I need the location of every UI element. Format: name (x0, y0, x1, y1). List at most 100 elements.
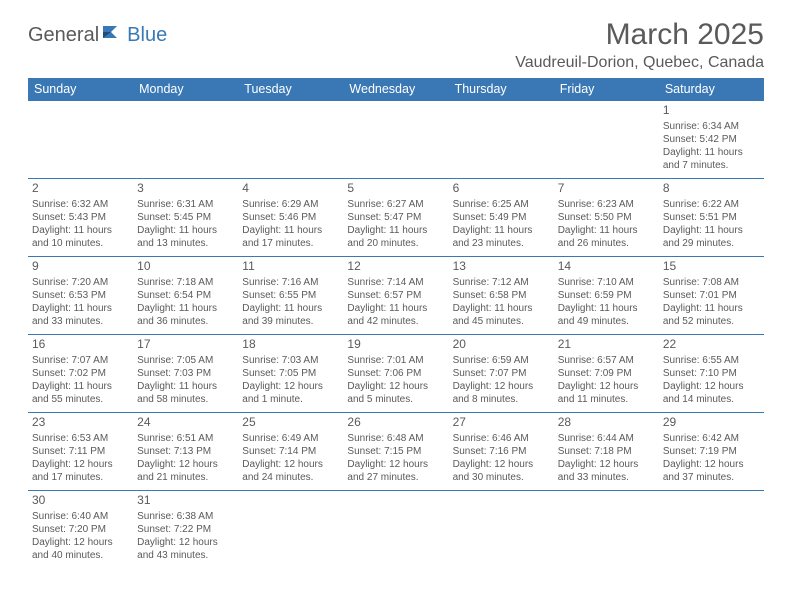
sunrise-text: Sunrise: 6:51 AM (137, 432, 234, 445)
day-number: 21 (558, 337, 655, 353)
daylight-text: Daylight: 12 hours and 5 minutes. (347, 380, 444, 406)
sunrise-text: Sunrise: 6:48 AM (347, 432, 444, 445)
day-cell: 25Sunrise: 6:49 AMSunset: 7:14 PMDayligh… (238, 413, 343, 491)
empty-cell (449, 101, 554, 179)
sunset-text: Sunset: 7:19 PM (663, 445, 760, 458)
title-block: March 2025 Vaudreuil-Dorion, Quebec, Can… (515, 18, 764, 72)
day-number: 30 (32, 493, 129, 509)
sunrise-text: Sunrise: 7:08 AM (663, 276, 760, 289)
day-cell: 19Sunrise: 7:01 AMSunset: 7:06 PMDayligh… (343, 335, 448, 413)
daylight-text: Daylight: 12 hours and 33 minutes. (558, 458, 655, 484)
day-number: 29 (663, 415, 760, 431)
day-number: 14 (558, 259, 655, 275)
day-number: 4 (242, 181, 339, 197)
calendar-row: 9Sunrise: 7:20 AMSunset: 6:53 PMDaylight… (28, 257, 764, 335)
sunset-text: Sunset: 7:06 PM (347, 367, 444, 380)
daylight-text: Daylight: 11 hours and 55 minutes. (32, 380, 129, 406)
day-cell: 8Sunrise: 6:22 AMSunset: 5:51 PMDaylight… (659, 179, 764, 257)
day-number: 1 (663, 103, 760, 119)
sunrise-text: Sunrise: 6:34 AM (663, 120, 760, 133)
day-number: 12 (347, 259, 444, 275)
daylight-text: Daylight: 11 hours and 39 minutes. (242, 302, 339, 328)
day-cell: 16Sunrise: 7:07 AMSunset: 7:02 PMDayligh… (28, 335, 133, 413)
logo-text-general: General (28, 24, 99, 47)
daylight-text: Daylight: 12 hours and 14 minutes. (663, 380, 760, 406)
sunset-text: Sunset: 7:18 PM (558, 445, 655, 458)
day-cell: 21Sunrise: 6:57 AMSunset: 7:09 PMDayligh… (554, 335, 659, 413)
sunrise-text: Sunrise: 6:40 AM (32, 510, 129, 523)
sunset-text: Sunset: 5:42 PM (663, 133, 760, 146)
sunrise-text: Sunrise: 6:57 AM (558, 354, 655, 367)
calendar-row: 16Sunrise: 7:07 AMSunset: 7:02 PMDayligh… (28, 335, 764, 413)
day-header: Friday (554, 78, 659, 101)
sunrise-text: Sunrise: 6:46 AM (453, 432, 550, 445)
empty-cell (554, 101, 659, 179)
day-cell: 26Sunrise: 6:48 AMSunset: 7:15 PMDayligh… (343, 413, 448, 491)
sunrise-text: Sunrise: 6:53 AM (32, 432, 129, 445)
sunrise-text: Sunrise: 6:22 AM (663, 198, 760, 211)
daylight-text: Daylight: 12 hours and 1 minute. (242, 380, 339, 406)
day-number: 27 (453, 415, 550, 431)
logo-text-blue: Blue (127, 24, 167, 47)
daylight-text: Daylight: 12 hours and 27 minutes. (347, 458, 444, 484)
daylight-text: Daylight: 11 hours and 26 minutes. (558, 224, 655, 250)
calendar-row: 2Sunrise: 6:32 AMSunset: 5:43 PMDaylight… (28, 179, 764, 257)
sunset-text: Sunset: 6:55 PM (242, 289, 339, 302)
sunset-text: Sunset: 6:53 PM (32, 289, 129, 302)
sunset-text: Sunset: 6:54 PM (137, 289, 234, 302)
sunset-text: Sunset: 7:16 PM (453, 445, 550, 458)
day-number: 25 (242, 415, 339, 431)
sunrise-text: Sunrise: 6:31 AM (137, 198, 234, 211)
day-number: 15 (663, 259, 760, 275)
sunset-text: Sunset: 7:03 PM (137, 367, 234, 380)
sunset-text: Sunset: 7:07 PM (453, 367, 550, 380)
sunset-text: Sunset: 7:15 PM (347, 445, 444, 458)
daylight-text: Daylight: 12 hours and 8 minutes. (453, 380, 550, 406)
sunset-text: Sunset: 5:47 PM (347, 211, 444, 224)
sunset-text: Sunset: 7:02 PM (32, 367, 129, 380)
day-number: 17 (137, 337, 234, 353)
sunset-text: Sunset: 7:13 PM (137, 445, 234, 458)
day-number: 2 (32, 181, 129, 197)
daylight-text: Daylight: 12 hours and 17 minutes. (32, 458, 129, 484)
sunrise-text: Sunrise: 7:12 AM (453, 276, 550, 289)
sunrise-text: Sunrise: 6:32 AM (32, 198, 129, 211)
day-header: Saturday (659, 78, 764, 101)
sunset-text: Sunset: 5:49 PM (453, 211, 550, 224)
day-number: 16 (32, 337, 129, 353)
day-cell: 7Sunrise: 6:23 AMSunset: 5:50 PMDaylight… (554, 179, 659, 257)
day-cell: 14Sunrise: 7:10 AMSunset: 6:59 PMDayligh… (554, 257, 659, 335)
day-number: 10 (137, 259, 234, 275)
daylight-text: Daylight: 11 hours and 33 minutes. (32, 302, 129, 328)
day-cell: 31Sunrise: 6:38 AMSunset: 7:22 PMDayligh… (133, 491, 238, 569)
day-number: 6 (453, 181, 550, 197)
sunset-text: Sunset: 6:57 PM (347, 289, 444, 302)
daylight-text: Daylight: 12 hours and 11 minutes. (558, 380, 655, 406)
day-cell: 11Sunrise: 7:16 AMSunset: 6:55 PMDayligh… (238, 257, 343, 335)
daylight-text: Daylight: 11 hours and 29 minutes. (663, 224, 760, 250)
day-cell: 4Sunrise: 6:29 AMSunset: 5:46 PMDaylight… (238, 179, 343, 257)
day-number: 20 (453, 337, 550, 353)
empty-cell (238, 491, 343, 569)
empty-cell (28, 101, 133, 179)
day-cell: 30Sunrise: 6:40 AMSunset: 7:20 PMDayligh… (28, 491, 133, 569)
empty-cell (554, 491, 659, 569)
day-header: Monday (133, 78, 238, 101)
day-number: 3 (137, 181, 234, 197)
daylight-text: Daylight: 11 hours and 10 minutes. (32, 224, 129, 250)
daylight-text: Daylight: 11 hours and 7 minutes. (663, 146, 760, 172)
logo: General Blue (28, 24, 167, 47)
day-number: 7 (558, 181, 655, 197)
sunset-text: Sunset: 7:20 PM (32, 523, 129, 536)
daylight-text: Daylight: 12 hours and 43 minutes. (137, 536, 234, 562)
day-number: 22 (663, 337, 760, 353)
day-cell: 9Sunrise: 7:20 AMSunset: 6:53 PMDaylight… (28, 257, 133, 335)
sunset-text: Sunset: 7:14 PM (242, 445, 339, 458)
day-number: 28 (558, 415, 655, 431)
sunrise-text: Sunrise: 7:16 AM (242, 276, 339, 289)
day-number: 23 (32, 415, 129, 431)
sunrise-text: Sunrise: 6:23 AM (558, 198, 655, 211)
sunrise-text: Sunrise: 6:44 AM (558, 432, 655, 445)
sunset-text: Sunset: 7:05 PM (242, 367, 339, 380)
day-cell: 5Sunrise: 6:27 AMSunset: 5:47 PMDaylight… (343, 179, 448, 257)
